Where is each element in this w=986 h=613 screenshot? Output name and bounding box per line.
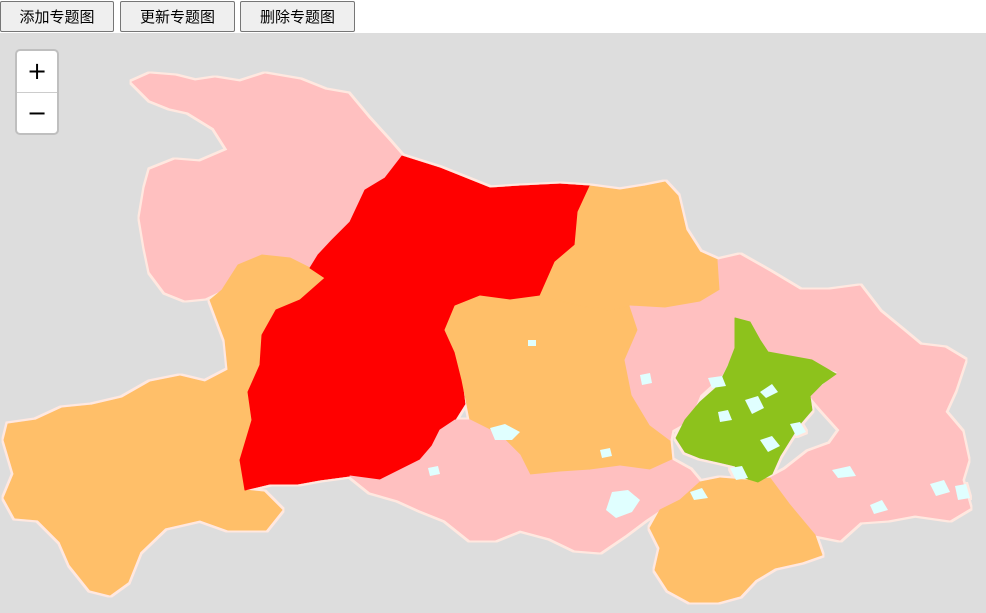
update-thematic-map-button[interactable]: 更新专题图 — [120, 1, 235, 32]
map-view[interactable]: + − — [0, 33, 986, 613]
region-southeast-orange — [649, 477, 823, 603]
thematic-map-svg — [3, 73, 971, 603]
zoom-control: + − — [15, 49, 59, 135]
add-thematic-map-button[interactable]: 添加专题图 — [0, 1, 114, 32]
delete-thematic-map-button[interactable]: 删除专题图 — [240, 1, 355, 32]
toolbar: 添加专题图 更新专题图 删除专题图 — [0, 0, 986, 33]
zoom-out-button[interactable]: − — [26, 99, 48, 127]
zoom-in-button[interactable]: + — [17, 51, 57, 93]
region-south-pink — [349, 419, 701, 553]
